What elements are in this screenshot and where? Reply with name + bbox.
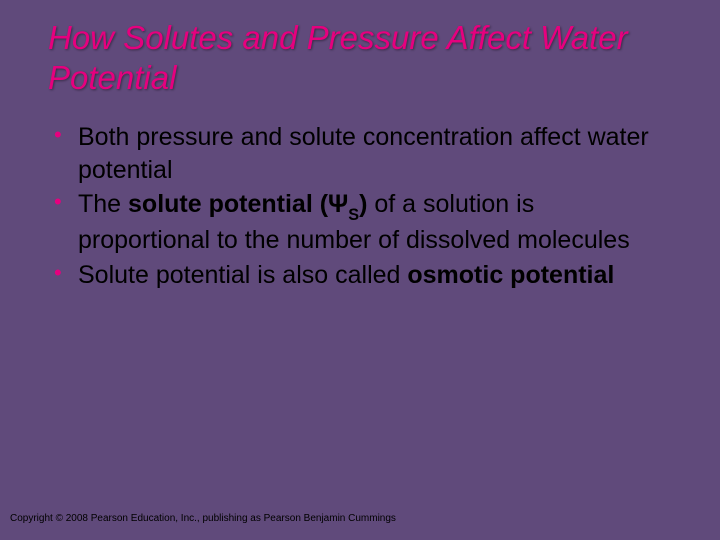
subscript: S (348, 206, 359, 224)
bullet-text-pre: The (78, 190, 128, 218)
bullet-text: Both pressure and solute concentration a… (78, 123, 649, 184)
slide-body: Both pressure and solute concentration a… (0, 97, 720, 291)
bullet-bold: osmotic potential (407, 261, 614, 289)
bullet-bold: solute potential (ΨS) (128, 190, 367, 218)
bullet-text-pre: Solute potential is also called (78, 261, 407, 289)
slide-title: How Solutes and Pressure Affect Water Po… (0, 0, 720, 97)
list-item: Solute potential is also called osmotic … (48, 259, 672, 292)
list-item: The solute potential (ΨS) of a solution … (48, 188, 672, 257)
copyright-text: Copyright © 2008 Pearson Education, Inc.… (10, 513, 396, 524)
bold-part: solute potential (Ψ (128, 190, 348, 218)
bullet-list: Both pressure and solute concentration a… (48, 121, 672, 291)
list-item: Both pressure and solute concentration a… (48, 121, 672, 186)
